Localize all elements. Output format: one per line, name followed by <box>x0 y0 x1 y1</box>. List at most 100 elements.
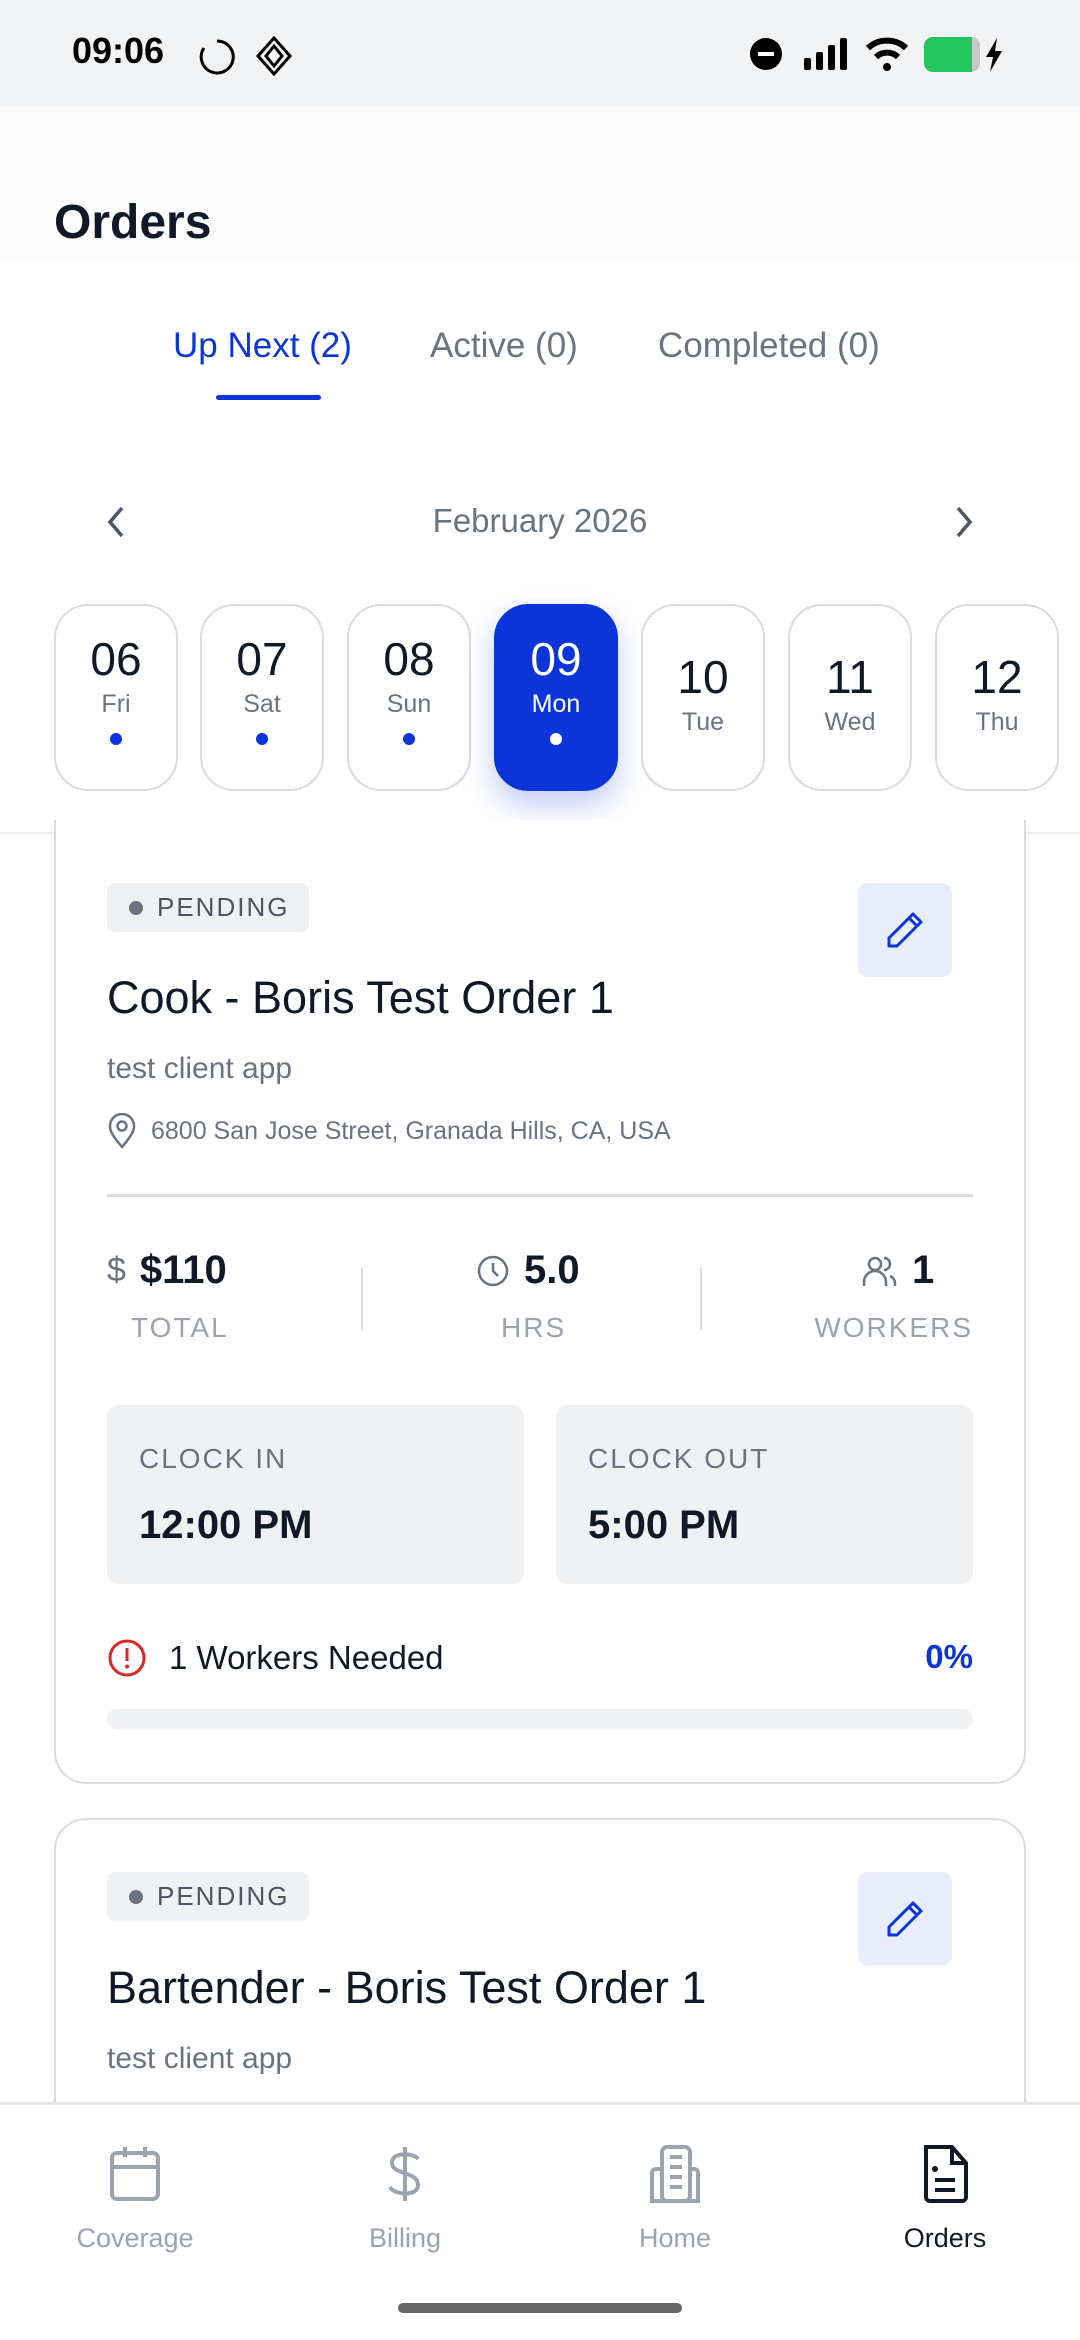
clock-in-box: CLOCK IN 12:00 PM <box>107 1405 524 1584</box>
card-divider <box>107 1194 973 1197</box>
status-bar: 09:06 <box>0 0 1080 107</box>
clock-in-time: 12:00 PM <box>139 1503 313 1547</box>
workers-value: 1 <box>912 1248 935 1292</box>
clock-out-box: CLOCK OUT 5:00 PM <box>556 1405 973 1584</box>
date-pill[interactable]: 06 Fri <box>54 604 178 791</box>
users-icon <box>862 1256 897 1286</box>
address: 6800 San Jose Street, Granada Hills, CA,… <box>107 1113 671 1149</box>
dollar-icon: $ <box>107 1251 126 1289</box>
nav-label: Orders <box>903 2223 987 2253</box>
battery-icon <box>924 37 980 72</box>
stat-hours: 5.0 <box>476 1248 580 1293</box>
home-indicator[interactable] <box>398 2303 682 2313</box>
stat-workers: 1 <box>862 1248 934 1293</box>
date-number: 11 <box>826 651 874 703</box>
nav-label: Billing <box>368 2223 442 2253</box>
status-text: PENDING <box>157 892 290 922</box>
day-of-week: Sat <box>243 690 281 718</box>
day-of-week: Sun <box>386 690 432 718</box>
alert-circle-icon <box>108 1639 146 1677</box>
hours-value: 5.0 <box>524 1248 580 1292</box>
signal-icon <box>804 38 847 70</box>
workers-label: WORKERS <box>814 1312 973 1343</box>
building-icon <box>650 2145 700 2203</box>
status-dot <box>129 900 143 915</box>
stat-separator <box>700 1268 702 1330</box>
stat-total: $ $110 <box>107 1248 227 1293</box>
pencil-icon <box>887 1901 923 1937</box>
date-number: 12 <box>971 651 1023 703</box>
date-pill[interactable]: 11 Wed <box>788 604 912 791</box>
nav-label: Home <box>638 2223 712 2253</box>
clock-in-label: CLOCK IN <box>139 1443 288 1474</box>
date-pill[interactable]: 07 Sat <box>200 604 324 791</box>
calendar-icon <box>110 2147 160 2201</box>
do-not-disturb-icon <box>750 38 782 70</box>
status-badge: PENDING <box>107 883 310 932</box>
total-label: TOTAL <box>131 1312 229 1343</box>
nav-label: Coverage <box>76 2223 194 2253</box>
active-tab-indicator <box>216 395 321 400</box>
day-of-week: Thu <box>975 708 1019 736</box>
date-number: 08 <box>383 633 435 685</box>
progress-bar <box>107 1709 973 1729</box>
edit-button[interactable] <box>858 1872 952 1966</box>
date-pill[interactable]: 08 Sun <box>347 604 471 791</box>
date-number: 07 <box>236 633 288 685</box>
hours-label: HRS <box>501 1312 567 1343</box>
pencil-icon <box>887 912 923 948</box>
status-text: PENDING <box>157 1881 290 1911</box>
stat-separator <box>361 1268 363 1330</box>
date-number: 10 <box>677 651 729 703</box>
has-orders-dot <box>550 733 562 745</box>
order-title: Bartender - Boris Test Order 1 <box>107 1962 707 2013</box>
date-number: 06 <box>90 633 142 685</box>
app-diamond-icon <box>256 36 292 76</box>
wifi-icon <box>866 37 908 71</box>
chevron-right-icon[interactable] <box>952 505 976 539</box>
chevron-left-icon[interactable] <box>104 505 128 539</box>
bottom-nav: Coverage Billing Home Orders <box>0 2102 1080 2340</box>
date-number: 09 <box>530 633 582 685</box>
nav-billing[interactable]: Billing <box>270 2145 540 2254</box>
order-card[interactable]: PENDING Cook - Boris Test Order 1 test c… <box>54 820 1026 1784</box>
order-title: Cook - Boris Test Order 1 <box>107 972 614 1023</box>
map-pin-icon <box>108 1113 136 1149</box>
page-title: Orders <box>54 196 212 249</box>
nav-home[interactable]: Home <box>540 2145 810 2254</box>
client-name: test client app <box>107 2042 293 2075</box>
day-of-week: Fri <box>101 690 131 718</box>
tab-active[interactable]: Active (0) <box>430 326 578 365</box>
day-of-week: Mon <box>531 690 581 718</box>
total-value: $110 <box>139 1248 227 1292</box>
client-name: test client app <box>107 1052 293 1085</box>
status-badge: PENDING <box>107 1872 310 1921</box>
dollar-icon <box>388 2147 421 2201</box>
has-orders-dot <box>256 733 268 745</box>
tab-up-next[interactable]: Up Next (2) <box>173 326 352 365</box>
fill-percent: 0% <box>925 1638 973 1675</box>
tab-completed[interactable]: Completed (0) <box>658 326 880 365</box>
month-label: February 2026 <box>432 502 648 539</box>
clock-out-time: 5:00 PM <box>588 1503 740 1547</box>
loading-icon <box>199 39 235 75</box>
date-pill[interactable]: 12 Thu <box>935 604 1059 791</box>
nav-orders[interactable]: Orders <box>810 2145 1080 2254</box>
edit-button[interactable] <box>858 883 952 977</box>
clock-icon <box>477 1255 509 1286</box>
charging-bolt-icon <box>986 38 1002 72</box>
document-icon <box>924 2145 968 2203</box>
date-pill-selected[interactable]: 09 Mon <box>494 604 618 791</box>
address-text: 6800 San Jose Street, Granada Hills, CA,… <box>151 1116 671 1145</box>
status-time: 09:06 <box>72 30 165 71</box>
clock-out-label: CLOCK OUT <box>588 1443 770 1474</box>
day-of-week: Tue <box>681 708 725 736</box>
status-dot <box>129 1889 143 1904</box>
workers-needed: 1 Workers Needed <box>107 1638 444 1678</box>
workers-needed-text: 1 Workers Needed <box>169 1639 444 1676</box>
has-orders-dot <box>403 733 415 745</box>
nav-coverage[interactable]: Coverage <box>0 2145 270 2254</box>
date-pill[interactable]: 10 Tue <box>641 604 765 791</box>
header <box>0 107 1080 257</box>
has-orders-dot <box>110 733 122 745</box>
